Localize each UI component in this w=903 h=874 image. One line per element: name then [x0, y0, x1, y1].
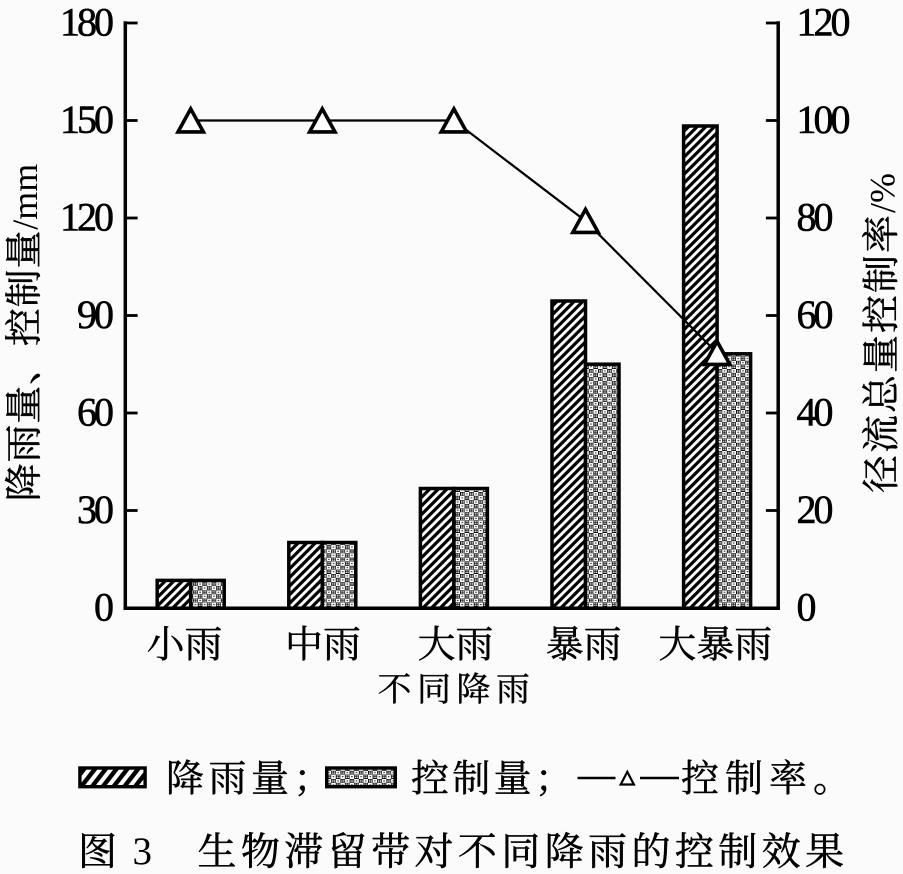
svg-text:/%: /%: [862, 173, 902, 213]
svg-text:60: 60: [77, 389, 113, 434]
svg-text:0: 0: [797, 585, 816, 630]
svg-text:/mm: /mm: [5, 164, 45, 230]
svg-text:90: 90: [77, 292, 113, 337]
svg-text:180: 180: [60, 0, 113, 44]
svg-text:40: 40: [797, 389, 833, 434]
svg-text:30: 30: [77, 487, 113, 532]
svg-text:100: 100: [797, 97, 850, 142]
svg-text:80: 80: [797, 194, 833, 239]
svg-text:3: 3: [133, 830, 153, 873]
svg-text:60: 60: [797, 292, 833, 337]
svg-text:150: 150: [60, 97, 113, 142]
svg-text:120: 120: [60, 194, 113, 239]
svg-text:20: 20: [797, 487, 833, 532]
svg-text:0: 0: [94, 585, 113, 630]
svg-text:120: 120: [797, 0, 850, 44]
